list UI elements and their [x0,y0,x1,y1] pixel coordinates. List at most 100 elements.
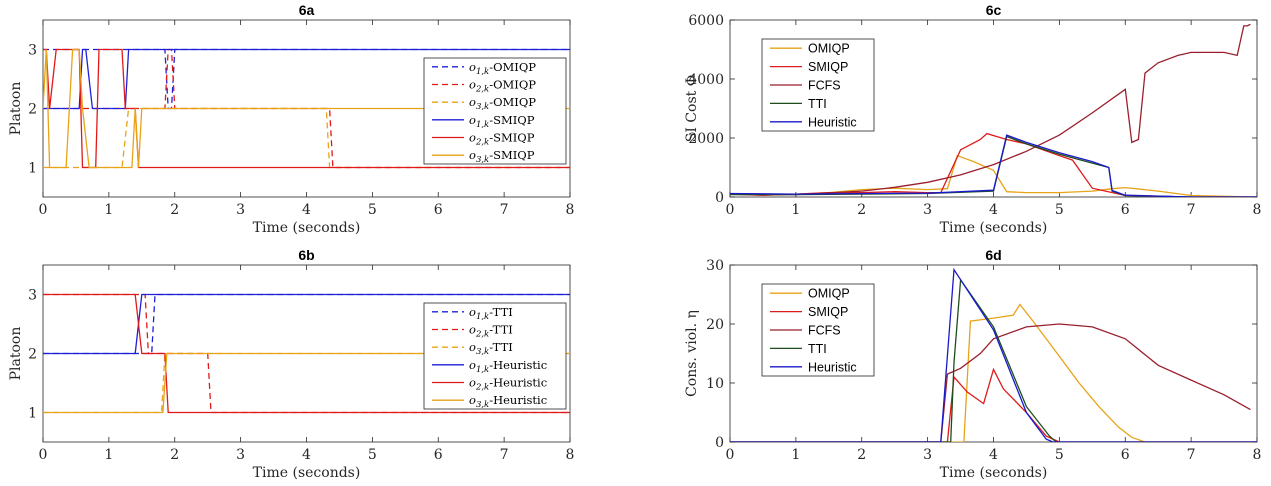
x-tick-label: 1 [104,447,113,463]
x-tick-label: 8 [1253,447,1262,463]
x-tick-label: 3 [236,202,245,218]
legend-entry-label: o2,k-TTI [469,323,513,340]
x-tick-label: 6 [1121,202,1130,218]
series-line-o2-k-smiqp [43,48,570,169]
y-axis-label: Platoon [8,82,24,136]
legend-entry-label: Heuristic [808,115,857,129]
y-tick-label: 3 [28,288,37,304]
y-tick-label: 4000 [688,72,724,88]
x-tick-label: 7 [1187,202,1196,218]
x-tick-label: 0 [39,202,48,218]
legend-entry-label: o1,k-OMIQP [469,60,536,77]
series-line-o2-k-heuristic [43,293,570,414]
legend-entry-label: o3,k-TTI [469,340,513,357]
legend: OMIQP SMIQP FCFS TTI Heuristic [761,38,875,132]
legend-entry-label: OMIQP [808,42,850,56]
legend-entry-label: SMIQP [808,305,848,319]
x-tick-label: 5 [1055,202,1064,218]
legend-entry-label: TTI [808,97,827,111]
x-tick-label: 1 [791,202,800,218]
y-tick-label: 2 [28,102,37,118]
y-tick-label: 0 [715,190,724,206]
x-tick-label: 6 [434,447,443,463]
x-axis-label: Time (seconds) [940,465,1048,481]
series-line-fcfs [730,323,1251,442]
x-tick-label: 4 [989,202,998,218]
y-tick-label: 3 [28,43,37,59]
x-tick-label: 5 [1055,447,1064,463]
x-tick-label: 1 [791,447,800,463]
y-tick-label: 6000 [688,13,724,29]
y-axis-label: Cons. viol. η [684,310,700,397]
series-group [43,293,570,414]
y-tick-label: 2 [28,347,37,363]
y-tick-label: 1 [28,161,37,177]
x-tick-label: 0 [726,202,735,218]
panel-6b: 6b 0 1 2 3 4 5 6 7 8 1 2 3 Time (seconds) Platoon o1,k-… [8,247,574,481]
legend-entry-label: o2,k-OMIQP [469,78,536,95]
legend-box [423,302,567,410]
legend-entry-label: o2,k-SMIQP [469,131,535,148]
panel-6d: 6d 0 1 2 3 4 5 6 7 8 0 10 20 30 Time (seconds) Cons. vi… [684,247,1261,481]
panel-6c: 6c 0 1 2 3 4 5 6 7 8 0 2000 4000 6000 Time (seconds) SI… [684,2,1261,236]
legend-entry-label: FCFS [808,79,841,93]
y-tick-label: 20 [706,317,724,333]
legend-box [423,57,567,165]
series-line-heuristic [730,267,1257,442]
legend-entry-label: o1,k-Heuristic [469,358,547,375]
x-tick-label: 2 [857,202,866,218]
series-line-fcfs [730,23,1251,196]
legend-entry-label: o3,k-Heuristic [469,393,547,410]
x-tick-label: 2 [170,202,179,218]
chart-title: 6c [986,2,1002,18]
series-line-o2-k-omiqp [43,48,570,169]
x-tick-label: 7 [500,202,509,218]
x-tick-label: 3 [236,447,245,463]
x-axis-label: Time (seconds) [253,465,361,481]
series-line-omiqp [730,303,1257,442]
legend-entry-label: Heuristic [808,360,857,374]
legend: o1,k-OMIQPo2,k-OMIQPo3,k-OMIQPo1,k-SMIQP… [423,57,567,165]
x-tick-label: 0 [726,447,735,463]
legend-entry-label: o3,k-SMIQP [469,148,535,165]
series-line-o3-k-heuristic [43,352,570,414]
x-tick-label: 7 [1187,447,1196,463]
series-group [730,23,1257,197]
series-group [730,267,1257,442]
x-tick-label: 5 [368,447,377,463]
series-line-o3-k-smiqp [43,48,570,169]
legend: o1,k-TTIo2,k-TTIo3,k-TTIo1,k-Heuristico2… [423,302,567,410]
x-tick-label: 8 [566,447,575,463]
x-tick-label: 3 [923,447,932,463]
x-tick-label: 6 [434,202,443,218]
panel-6a: 6a 0 1 2 3 4 5 6 7 8 1 2 3 Time (seconds) Platoon o1,k-… [8,2,574,236]
chart-title: 6a [299,2,315,18]
y-tick-label: 1 [28,406,37,422]
x-tick-label: 6 [1121,447,1130,463]
legend-entry-label: SMIQP [808,60,848,74]
x-tick-label: 3 [923,202,932,218]
series-line-smiqp [730,367,1257,442]
chart-title: 6d [985,247,1001,263]
series-group [43,48,570,169]
x-tick-label: 8 [1253,202,1262,218]
x-axis-label: Time (seconds) [940,220,1048,236]
x-tick-label: 5 [368,202,377,218]
y-tick-label: 30 [706,258,724,274]
legend-entry-label: o2,k-Heuristic [469,376,547,393]
series-line-tti [730,277,1257,442]
x-tick-label: 2 [857,447,866,463]
x-tick-label: 0 [39,447,48,463]
x-tick-label: 4 [989,447,998,463]
legend-entry-label: FCFS [808,324,841,338]
x-tick-label: 1 [104,202,113,218]
legend-entry-label: TTI [808,342,827,356]
x-tick-label: 2 [170,447,179,463]
legend-entry-label: o1,k-SMIQP [469,113,535,130]
x-tick-label: 4 [302,447,311,463]
legend-entry-label: o1,k-TTI [469,305,513,322]
y-axis-label: Platoon [8,327,24,381]
x-tick-label: 4 [302,202,311,218]
y-axis-label: SI Cost Φ [684,75,700,142]
